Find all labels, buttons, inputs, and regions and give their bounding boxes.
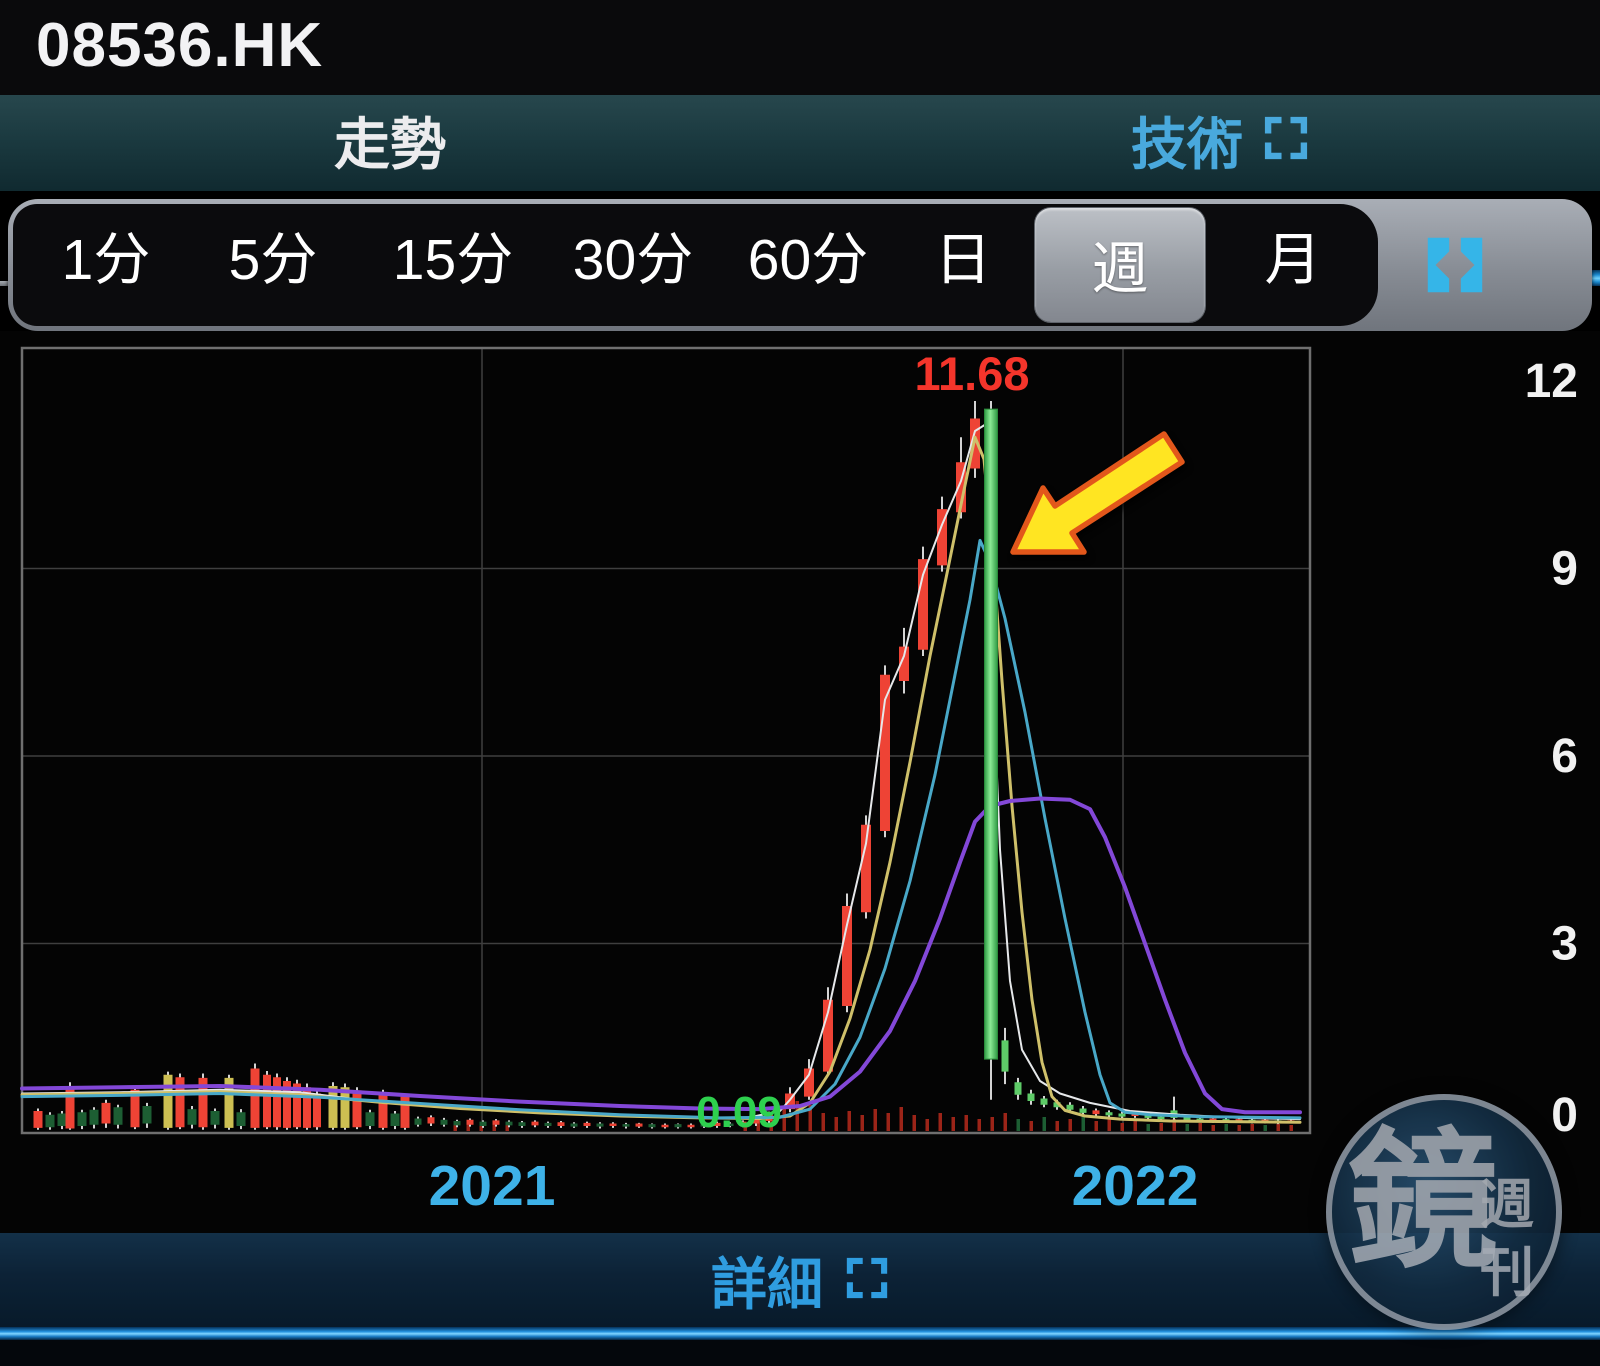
period-30min[interactable]: 30分 [572,228,694,292]
watermark-sub-glyph-1: 週 [1480,1175,1534,1235]
tab-technical[interactable]: 技術 [840,95,1600,185]
chart-background [0,331,1600,1233]
period-toolbar: 1分 5分 15分 30分 60分 日 週 月 [8,199,1592,331]
fullscreen-icon [845,1256,889,1305]
period-15min[interactable]: 15分 [392,228,514,292]
period-week-label: 週 [1091,237,1149,301]
tab-trend-label: 走勢 [334,112,446,176]
period-60min[interactable]: 60分 [747,228,869,292]
period-week-selected[interactable]: 週 [1035,208,1205,322]
footer-strip [0,1340,1600,1366]
tab-bar: 走勢 技術 [0,95,1600,286]
period-1min[interactable]: 1分 [61,228,151,292]
fullscreen-icon [1263,115,1309,166]
watermark-sub-glyph-2: 刊 [1480,1243,1534,1303]
period-month[interactable]: 月 [1264,228,1322,292]
detail-label: 詳細 [711,1252,823,1316]
tab-technical-label: 技術 [1131,112,1243,176]
mirror-media-watermark-logo: 鏡 週 刊 [1326,1094,1562,1330]
header: 08536.HK [0,0,1600,95]
stock-code-title: 08536.HK [36,11,324,80]
tab-trend[interactable]: 走勢 [0,95,780,185]
period-5min[interactable]: 5分 [228,228,318,292]
chart-fullscreen-button[interactable] [1413,223,1497,307]
period-day[interactable]: 日 [934,228,992,292]
bottom-glow-line [0,1327,1600,1340]
fullscreen-icon [1427,237,1483,293]
watermark-main-glyph: 鏡 [1348,1117,1499,1285]
